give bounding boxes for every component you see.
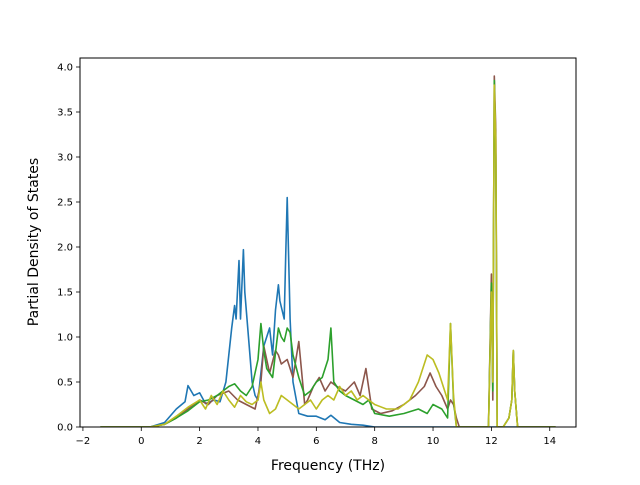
y-tick-label: 1.0 — [57, 333, 73, 344]
x-tick-label: 14 — [543, 436, 556, 447]
y-tick-label: 3.5 — [57, 108, 73, 119]
x-tick-label: 6 — [313, 436, 319, 447]
x-tick-label: 8 — [371, 436, 377, 447]
y-axis-ticks: 0.0 0.5 1.0 1.5 2.0 2.5 3.0 3.5 4.0 — [57, 63, 80, 434]
series-layer — [100, 75, 556, 427]
x-tick-label: 12 — [485, 436, 498, 447]
y-axis-label: Partial Density of States — [26, 158, 42, 326]
y-tick-label: 3.0 — [57, 153, 73, 164]
y-tick-label: 0.0 — [57, 423, 73, 434]
x-axis-label: Frequency (THz) — [271, 458, 385, 474]
y-tick-label: 2.5 — [57, 198, 73, 209]
plot-frame — [79, 57, 577, 428]
x-tick-label: 2 — [196, 436, 202, 447]
x-tick-label: 0 — [138, 436, 144, 447]
y-tick-label: 4.0 — [57, 63, 73, 74]
y-tick-label: 2.0 — [57, 243, 73, 254]
plot-area-background — [80, 58, 576, 427]
x-axis-ticks: −2 0 2 4 6 8 10 12 14 — [76, 427, 556, 447]
x-tick-label: 4 — [255, 436, 261, 447]
y-tick-label: 1.5 — [57, 288, 73, 299]
x-tick-label: 10 — [427, 436, 440, 447]
y-tick-label: 0.5 — [57, 378, 73, 389]
series-line-4 — [100, 84, 556, 427]
x-tick-label: −2 — [76, 436, 91, 447]
